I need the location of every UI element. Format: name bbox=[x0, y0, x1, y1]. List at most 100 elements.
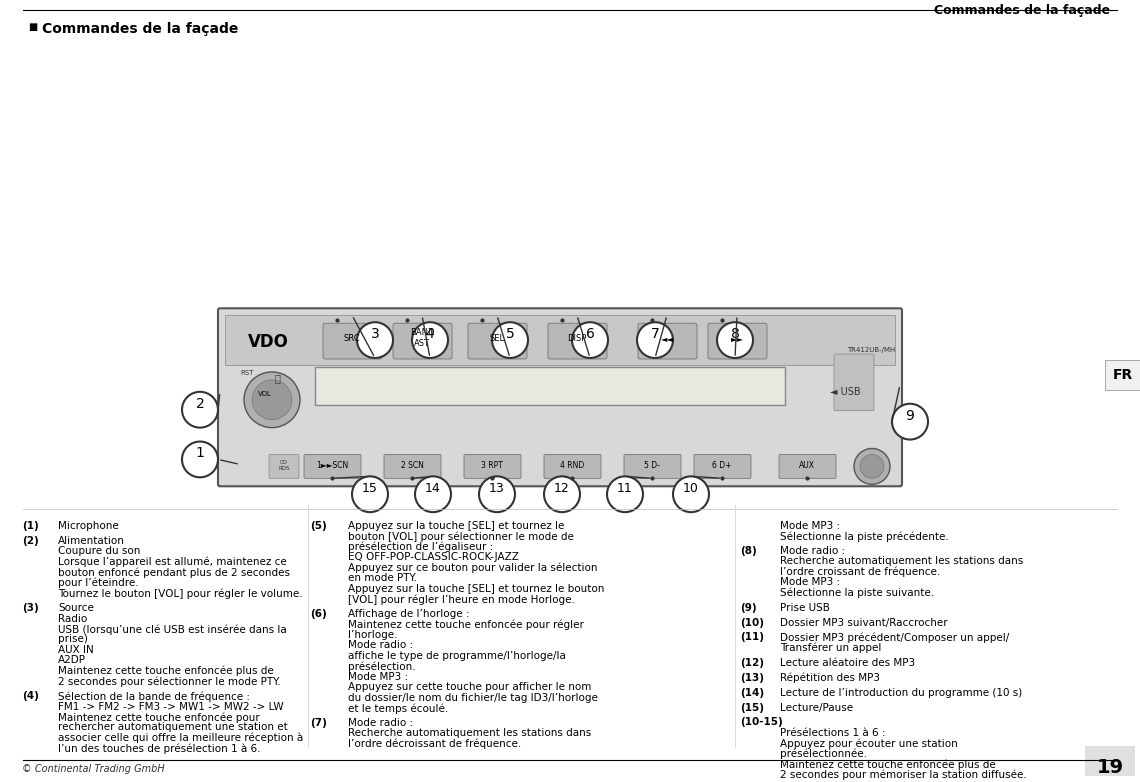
Text: Mode MP3 :: Mode MP3 : bbox=[780, 577, 840, 587]
FancyBboxPatch shape bbox=[228, 320, 308, 360]
Text: (9): (9) bbox=[740, 603, 757, 612]
Text: (14): (14) bbox=[740, 687, 764, 698]
Text: 7: 7 bbox=[651, 327, 659, 341]
Text: 4: 4 bbox=[425, 327, 434, 341]
Circle shape bbox=[606, 476, 643, 512]
FancyBboxPatch shape bbox=[464, 454, 521, 479]
Text: AUX IN: AUX IN bbox=[58, 645, 93, 655]
Circle shape bbox=[412, 322, 448, 358]
Text: USB (lorsqu’une clé USB est insérée dans la: USB (lorsqu’une clé USB est insérée dans… bbox=[58, 624, 287, 634]
Text: Coupure du son: Coupure du son bbox=[58, 547, 140, 557]
FancyBboxPatch shape bbox=[834, 354, 874, 411]
Text: Alimentation: Alimentation bbox=[58, 536, 125, 546]
Text: l’ordre décroissant de fréquence.: l’ordre décroissant de fréquence. bbox=[348, 739, 521, 749]
Text: Transférer un appel: Transférer un appel bbox=[780, 643, 881, 654]
Circle shape bbox=[854, 449, 890, 484]
Text: Maintenez cette touche enfoncée pour régler: Maintenez cette touche enfoncée pour rég… bbox=[348, 619, 584, 630]
Text: Recherche automatiquement les stations dans: Recherche automatiquement les stations d… bbox=[348, 729, 592, 738]
Text: 13: 13 bbox=[489, 482, 505, 495]
Circle shape bbox=[492, 322, 528, 358]
Text: FM1 -> FM2 -> FM3 -> MW1 -> MW2 -> LW: FM1 -> FM2 -> FM3 -> MW1 -> MW2 -> LW bbox=[58, 701, 284, 712]
Text: 12: 12 bbox=[554, 482, 570, 495]
Text: © Continental Trading GmbH: © Continental Trading GmbH bbox=[22, 764, 165, 773]
Text: Maintenez cette touche enfoncée plus de: Maintenez cette touche enfoncée plus de bbox=[780, 759, 995, 769]
Text: DISP: DISP bbox=[568, 334, 587, 343]
Text: rechercher automatiquement une station et: rechercher automatiquement une station e… bbox=[58, 723, 287, 733]
Text: 11: 11 bbox=[617, 482, 633, 495]
Circle shape bbox=[182, 442, 218, 477]
Text: Mode MP3 :: Mode MP3 : bbox=[348, 672, 408, 682]
Circle shape bbox=[891, 404, 928, 439]
Text: présélectionnée.: présélectionnée. bbox=[780, 749, 868, 759]
FancyBboxPatch shape bbox=[779, 454, 836, 479]
Text: RST: RST bbox=[241, 370, 253, 376]
Text: ◄ USB: ◄ USB bbox=[830, 387, 861, 396]
Circle shape bbox=[637, 322, 673, 358]
Text: Recherche automatiquement les stations dans: Recherche automatiquement les stations d… bbox=[780, 557, 1024, 566]
Text: (8): (8) bbox=[740, 546, 757, 556]
Text: Lecture de l’introduction du programme (10 s): Lecture de l’introduction du programme (… bbox=[780, 687, 1023, 698]
Text: BAND
AST: BAND AST bbox=[409, 328, 434, 348]
Text: 1►►SCN: 1►►SCN bbox=[316, 461, 348, 470]
Text: présélection.: présélection. bbox=[348, 662, 416, 672]
Text: l’ordre croissant de fréquence.: l’ordre croissant de fréquence. bbox=[780, 567, 940, 577]
Text: (2): (2) bbox=[22, 536, 39, 546]
Text: Sélectionne la piste précédente.: Sélectionne la piste précédente. bbox=[780, 532, 948, 542]
Circle shape bbox=[717, 322, 754, 358]
Circle shape bbox=[182, 392, 218, 428]
Text: 9: 9 bbox=[905, 409, 914, 423]
Text: Source: Source bbox=[58, 603, 93, 613]
Text: Mode radio :: Mode radio : bbox=[348, 718, 413, 728]
Text: du dossier/le nom du fichier/le tag ID3/l’horloge: du dossier/le nom du fichier/le tag ID3/… bbox=[348, 693, 597, 703]
Text: Maintenez cette touche enfoncée pour: Maintenez cette touche enfoncée pour bbox=[58, 712, 260, 723]
FancyBboxPatch shape bbox=[225, 315, 895, 365]
FancyBboxPatch shape bbox=[323, 323, 382, 359]
FancyBboxPatch shape bbox=[548, 323, 606, 359]
Text: 2 secondes pour sélectionner le mode PTY.: 2 secondes pour sélectionner le mode PTY… bbox=[58, 676, 280, 687]
Text: FR: FR bbox=[1113, 368, 1133, 382]
Text: 19: 19 bbox=[1097, 758, 1124, 777]
Text: ⭘: ⭘ bbox=[274, 373, 280, 383]
Text: Appuyez pour écouter une station: Appuyez pour écouter une station bbox=[780, 738, 958, 749]
FancyBboxPatch shape bbox=[304, 454, 361, 479]
Text: SEL: SEL bbox=[489, 334, 505, 343]
FancyBboxPatch shape bbox=[469, 323, 527, 359]
Text: Appuyez sur la touche [SEL] et tournez le: Appuyez sur la touche [SEL] et tournez l… bbox=[348, 521, 564, 531]
Text: 6 D+: 6 D+ bbox=[712, 461, 732, 470]
Text: Présélections 1 à 6 :: Présélections 1 à 6 : bbox=[780, 728, 886, 738]
Text: (15): (15) bbox=[740, 702, 764, 712]
Text: 2: 2 bbox=[196, 396, 204, 411]
Text: 3 RPT: 3 RPT bbox=[481, 461, 503, 470]
FancyBboxPatch shape bbox=[384, 454, 441, 479]
Text: (3): (3) bbox=[22, 603, 39, 613]
Text: et le temps écoulé.: et le temps écoulé. bbox=[348, 703, 448, 714]
Text: A2DP: A2DP bbox=[58, 655, 86, 665]
Text: 3: 3 bbox=[370, 327, 380, 341]
Text: bouton [VOL] pour sélectionner le mode de: bouton [VOL] pour sélectionner le mode d… bbox=[348, 532, 573, 542]
Text: pour l’éteindre.: pour l’éteindre. bbox=[58, 578, 139, 588]
Text: (11): (11) bbox=[740, 633, 764, 643]
Circle shape bbox=[415, 476, 451, 512]
Text: 5: 5 bbox=[506, 327, 514, 341]
Text: associer celle qui offre la meilleure réception à: associer celle qui offre la meilleure ré… bbox=[58, 733, 303, 744]
Text: Lecture/Pause: Lecture/Pause bbox=[780, 702, 853, 712]
Text: Dossier MP3 précédent/Composer un appel/: Dossier MP3 précédent/Composer un appel/ bbox=[780, 633, 1009, 643]
Text: Mode radio :: Mode radio : bbox=[780, 546, 845, 556]
Text: Appuyez sur la touche [SEL] et tournez le bouton: Appuyez sur la touche [SEL] et tournez l… bbox=[348, 583, 604, 594]
Text: 10: 10 bbox=[683, 482, 699, 495]
Text: Sélection de la bande de fréquence :: Sélection de la bande de fréquence : bbox=[58, 691, 250, 701]
Text: (1): (1) bbox=[22, 521, 39, 531]
Text: 4 RND: 4 RND bbox=[560, 461, 584, 470]
FancyBboxPatch shape bbox=[1105, 360, 1140, 389]
Text: Répétition des MP3: Répétition des MP3 bbox=[780, 673, 880, 683]
Text: affiche le type de programme/l’horloge/la: affiche le type de programme/l’horloge/l… bbox=[348, 651, 565, 661]
Text: en mode PTY.: en mode PTY. bbox=[348, 573, 417, 583]
Text: Affichage de l’horloge :: Affichage de l’horloge : bbox=[348, 609, 470, 619]
Text: 14: 14 bbox=[425, 482, 441, 495]
Circle shape bbox=[673, 476, 709, 512]
Text: l’un des touches de présélection 1 à 6.: l’un des touches de présélection 1 à 6. bbox=[58, 744, 261, 754]
FancyBboxPatch shape bbox=[544, 454, 601, 479]
Circle shape bbox=[572, 322, 608, 358]
Text: (7): (7) bbox=[310, 718, 327, 728]
Circle shape bbox=[544, 476, 580, 512]
